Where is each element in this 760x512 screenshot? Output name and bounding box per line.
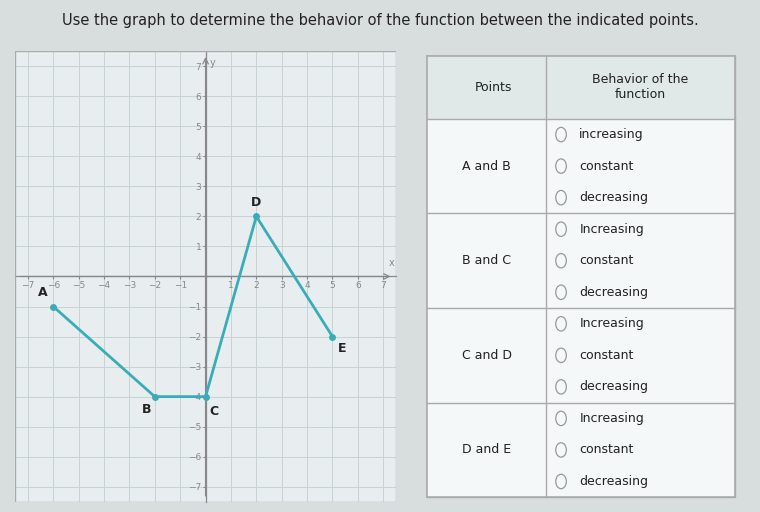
Text: decreasing: decreasing <box>579 191 648 204</box>
Text: decreasing: decreasing <box>579 286 648 298</box>
Text: constant: constant <box>579 443 634 456</box>
Bar <box>427 214 735 308</box>
Text: A and B: A and B <box>462 160 511 173</box>
Text: C and D: C and D <box>461 349 511 362</box>
Text: x: x <box>388 258 394 268</box>
Text: E: E <box>337 342 346 355</box>
Text: Increasing: Increasing <box>579 223 644 236</box>
Bar <box>427 56 735 119</box>
Text: increasing: increasing <box>579 128 644 141</box>
Text: constant: constant <box>579 160 634 173</box>
Text: constant: constant <box>579 254 634 267</box>
Text: constant: constant <box>579 349 634 362</box>
Text: D: D <box>252 196 261 209</box>
Text: decreasing: decreasing <box>579 475 648 488</box>
Text: B: B <box>142 403 151 416</box>
Text: Increasing: Increasing <box>579 412 644 425</box>
Bar <box>427 308 735 402</box>
Bar <box>427 402 735 497</box>
Text: y: y <box>209 58 215 68</box>
Text: D and E: D and E <box>462 443 511 456</box>
Text: B and C: B and C <box>462 254 511 267</box>
Text: Increasing: Increasing <box>579 317 644 330</box>
Text: Points: Points <box>474 81 512 94</box>
Text: Use the graph to determine the behavior of the function between the indicated po: Use the graph to determine the behavior … <box>62 13 698 28</box>
Bar <box>427 119 735 214</box>
Text: decreasing: decreasing <box>579 380 648 393</box>
Text: C: C <box>209 404 218 418</box>
Text: Behavior of the
function: Behavior of the function <box>592 73 689 101</box>
Text: A: A <box>38 286 48 299</box>
